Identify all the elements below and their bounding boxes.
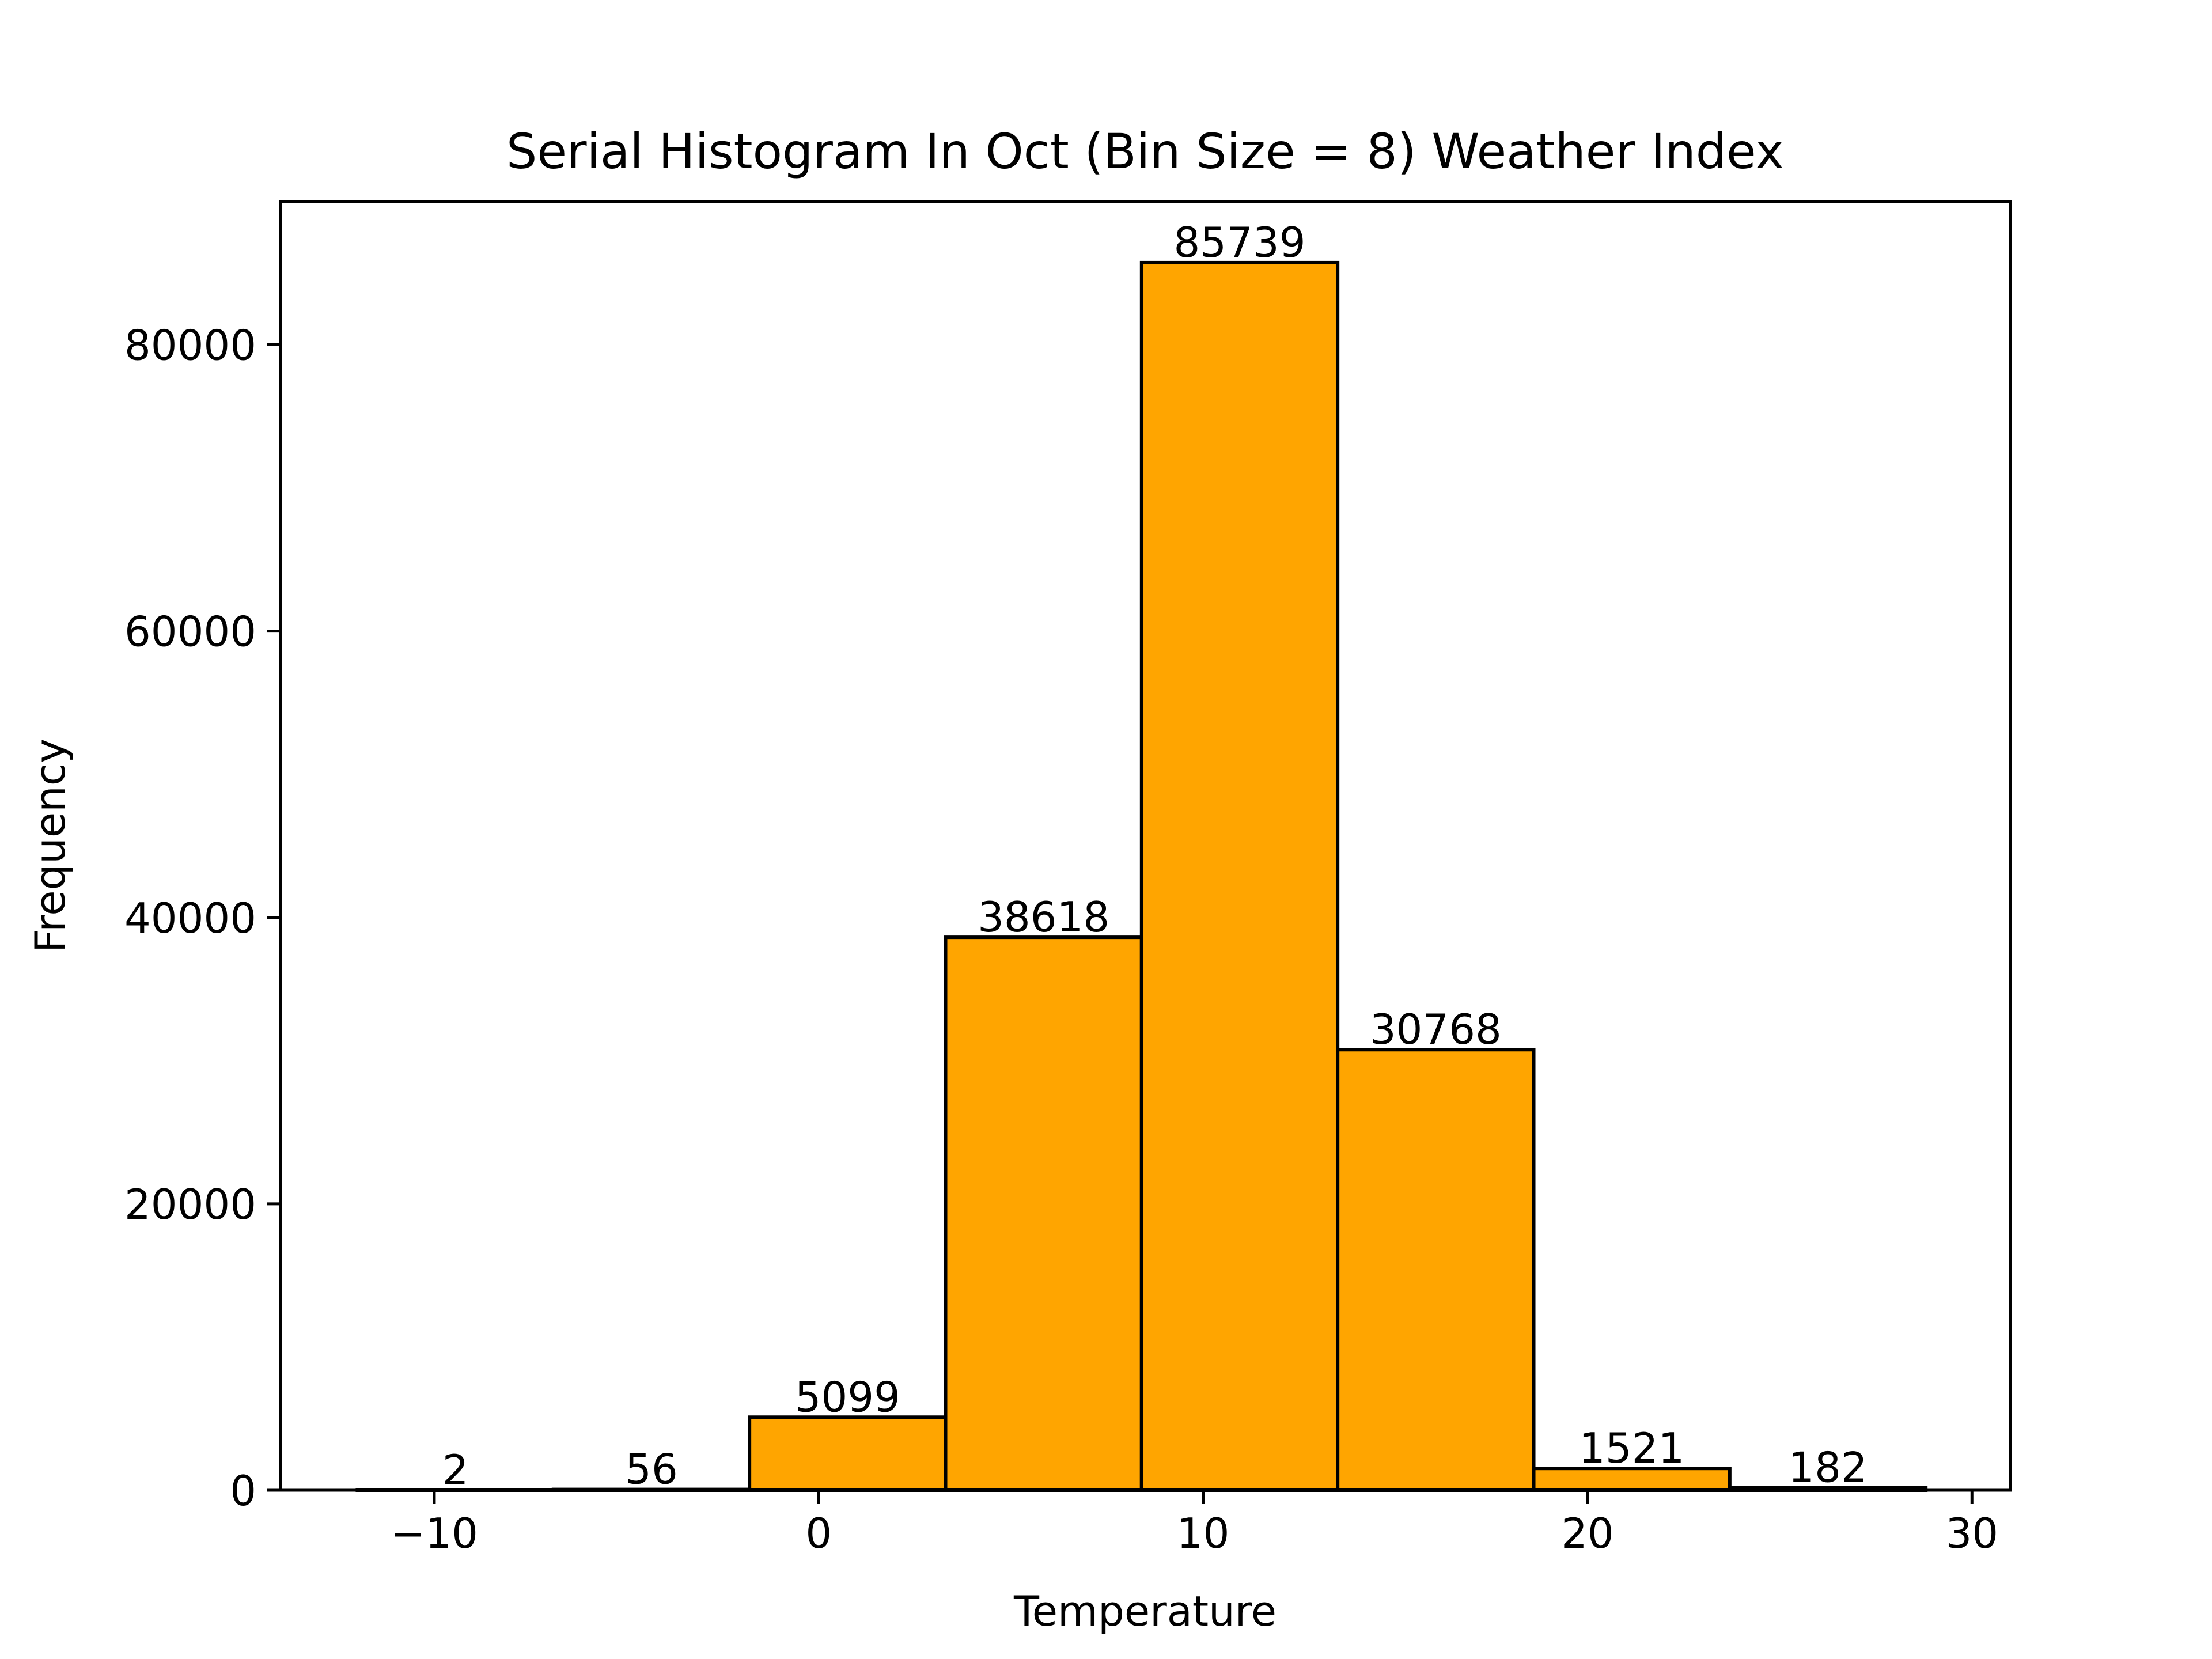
x-tick-label: 10 (1177, 1509, 1230, 1558)
plot-frame (279, 200, 2012, 1492)
x-axis-ticks: −10 0 10 20 30 (391, 1490, 1998, 1558)
y-tick-label: 40000 (124, 894, 256, 942)
histogram-bar (1139, 260, 1340, 1493)
y-tick-label: 80000 (124, 321, 256, 370)
y-tick-label: 60000 (124, 608, 256, 656)
bar-value-label: 182 (1788, 1443, 1867, 1491)
x-tick-label: 0 (805, 1509, 832, 1558)
histogram-bar (748, 1415, 948, 1492)
bar-value-label: 1521 (1579, 1424, 1684, 1472)
x-tick-label: 30 (1945, 1509, 1998, 1558)
y-tick-label: 0 (230, 1467, 256, 1515)
histogram-bar (1336, 1048, 1536, 1492)
bar-value-label: 56 (625, 1445, 678, 1494)
x-axis-label: Temperature (1013, 1587, 1277, 1635)
data-labels-layer: 2 56 5099 38618 85739 30768 1521 182 (442, 218, 1868, 1494)
bar-value-label: 2 (442, 1446, 469, 1494)
bar-value-label: 30768 (1370, 1005, 1502, 1054)
bar-value-label: 38618 (978, 893, 1109, 941)
bar-value-label: 85739 (1173, 218, 1305, 267)
y-tick-label: 20000 (124, 1180, 256, 1229)
histogram-bar (1532, 1467, 1732, 1492)
histogram-bar (944, 935, 1143, 1492)
y-axis-label: Frequency (26, 738, 74, 953)
x-tick-label: −10 (391, 1509, 478, 1558)
bar-value-label: 5099 (795, 1373, 900, 1421)
y-axis-ticks: 0 20000 40000 60000 80000 (124, 321, 281, 1515)
chart-title: Serial Histogram In Oct (Bin Size = 8) W… (506, 123, 1784, 180)
bars-layer (355, 260, 1928, 1493)
x-tick-label: 20 (1561, 1509, 1614, 1558)
